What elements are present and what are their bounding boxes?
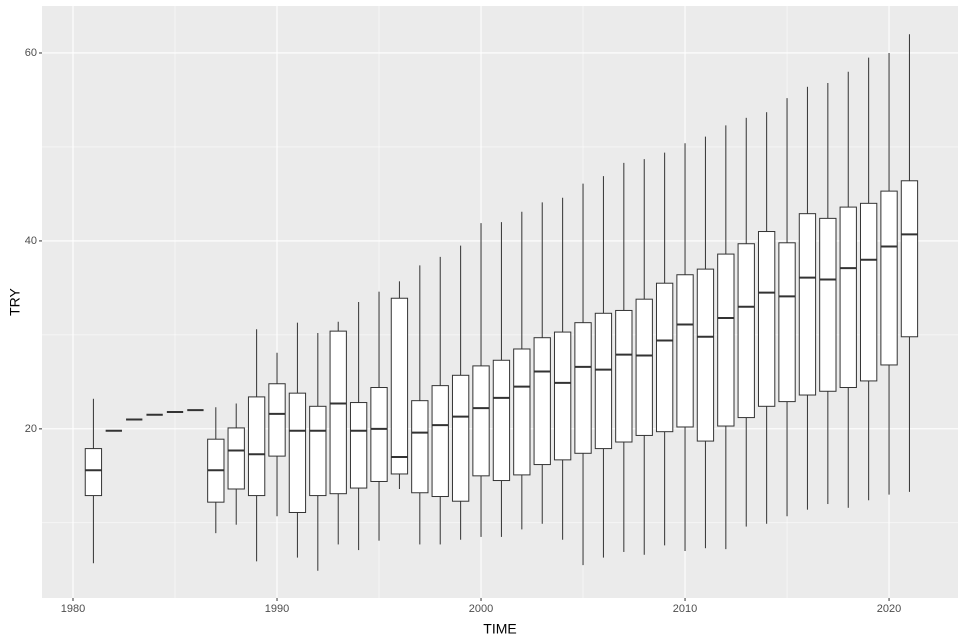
box [84, 448, 103, 497]
box [798, 213, 817, 396]
box [859, 202, 878, 382]
box [268, 383, 286, 457]
box [615, 309, 633, 443]
box [349, 402, 368, 489]
box [574, 322, 592, 454]
box [696, 268, 715, 442]
box [247, 396, 266, 497]
box [411, 400, 429, 494]
y-tick-label: 40 [25, 235, 37, 247]
box [513, 348, 531, 476]
box [819, 217, 837, 392]
box [676, 274, 694, 428]
box [839, 206, 857, 389]
box [900, 180, 919, 338]
x-axis-title: TIME [483, 621, 516, 637]
y-tick-label: 60 [25, 47, 37, 59]
box [880, 190, 898, 366]
box [288, 392, 307, 513]
box [717, 253, 735, 427]
x-tick-label: 1980 [61, 603, 85, 615]
box [329, 330, 347, 495]
box [737, 243, 755, 419]
box [451, 374, 470, 502]
box [635, 298, 653, 436]
box [472, 365, 490, 477]
box [757, 231, 776, 407]
x-tick-label: 1990 [265, 603, 289, 615]
box [553, 331, 572, 461]
box [655, 282, 674, 433]
box [431, 385, 449, 498]
box [227, 427, 245, 490]
box [370, 387, 388, 482]
box [390, 297, 409, 475]
box [778, 242, 796, 403]
y-axis-title: TRY [7, 287, 23, 315]
box [594, 312, 613, 450]
x-tick-label: 2000 [469, 603, 493, 615]
x-tick-label: 2020 [877, 603, 901, 615]
box [533, 337, 551, 466]
box [492, 359, 511, 482]
y-tick-label: 20 [25, 423, 37, 435]
x-tick-label: 2010 [673, 603, 697, 615]
box [309, 405, 327, 497]
